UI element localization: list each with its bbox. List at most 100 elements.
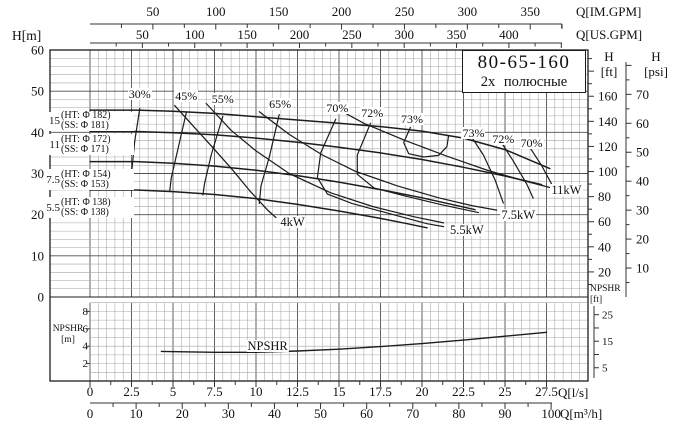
tick-label: 5 xyxy=(602,363,608,375)
axis-unit-q-m3h: Q[m³/h] xyxy=(560,406,603,421)
tick-label: 70 xyxy=(636,87,649,102)
tick-label: 0 xyxy=(38,290,45,305)
efficiency-label: 72% xyxy=(360,106,385,121)
npshr-curve xyxy=(160,331,548,353)
pump-model-box: 80-65-160 2х полюсные xyxy=(462,50,586,93)
efficiency-curve xyxy=(471,136,504,204)
efficiency-curve xyxy=(403,126,450,158)
tick-label: 250 xyxy=(395,4,415,19)
head-curve xyxy=(89,130,543,186)
efficiency-label: 30% xyxy=(127,86,152,101)
impeller-box-154: 7.5 (HT: Φ 154) (SS: Φ 153) xyxy=(44,169,134,190)
impeller-ss: (SS: Φ 171) xyxy=(61,143,109,155)
power-curve xyxy=(205,102,445,224)
tick-label: 20 xyxy=(416,384,429,399)
tick-label: 25 xyxy=(499,384,512,399)
tick-label: 60 xyxy=(598,214,611,229)
impeller-ht: (HT: Φ 138) xyxy=(61,196,111,208)
axis-unit-h-ft: H [ft] xyxy=(595,49,623,79)
tick-label: 350 xyxy=(447,27,467,42)
tick-label: 150 xyxy=(269,4,289,19)
tick-label: 40 xyxy=(268,406,281,421)
head-curve xyxy=(89,160,476,211)
efficiency-curve xyxy=(258,114,280,205)
npshr-ft-line2: [ft] xyxy=(590,294,603,305)
axis-unit-h-psi: H [psi] xyxy=(636,49,676,79)
tick-label: 22.5 xyxy=(452,384,475,399)
tick-label: 10 xyxy=(31,248,44,263)
power-label: 4kW xyxy=(279,215,306,230)
motor-power-label: 5.5 xyxy=(46,201,60,214)
h-ft-line1: H xyxy=(604,49,614,64)
tick-label: 100 xyxy=(541,406,561,421)
tick-label: 50 xyxy=(31,84,44,99)
npshr-m-line1: NPSHR xyxy=(52,324,84,334)
tick-label: 4 xyxy=(83,341,89,353)
tick-label: 50 xyxy=(636,145,649,160)
efficiency-curve xyxy=(316,118,445,228)
tick-label: 400 xyxy=(499,27,519,42)
motor-power-label: 11 xyxy=(49,138,60,151)
tick-label: 60 xyxy=(31,42,44,57)
efficiency-label: 65% xyxy=(268,96,293,111)
axis-unit-us-gpm: Q[US.GPM] xyxy=(576,27,643,42)
tick-label: 150 xyxy=(237,27,257,42)
h-psi-line1: H xyxy=(651,49,661,64)
power-label: 5.5kW xyxy=(448,222,485,237)
npshr-curve-label: NPSHR xyxy=(246,338,289,353)
impeller-ss: (SS: Φ 153) xyxy=(61,178,109,190)
power-label: 11kW xyxy=(550,182,583,197)
tick-label: 100 xyxy=(185,27,205,42)
tick-label: 2 xyxy=(83,358,89,370)
impeller-ht: (HT: Φ 172) xyxy=(61,133,111,145)
tick-label: 50 xyxy=(136,27,149,42)
tick-label: 10 xyxy=(130,406,143,421)
tick-label: 60 xyxy=(360,406,373,421)
impeller-ss: (SS: Φ 181) xyxy=(61,120,109,131)
tick-label: 15 xyxy=(602,336,614,348)
tick-label: 70 xyxy=(406,406,419,421)
tick-label: 160 xyxy=(598,89,618,104)
efficiency-curve xyxy=(356,122,479,214)
efficiency-curve xyxy=(169,112,187,192)
tick-label: 50 xyxy=(314,406,327,421)
tick-label: 40 xyxy=(636,174,649,189)
efficiency-label: 70% xyxy=(519,136,544,151)
tick-label: 30 xyxy=(222,406,235,421)
tick-label: 80 xyxy=(598,189,611,204)
tick-label: 20 xyxy=(176,406,189,421)
tick-label: 0 xyxy=(87,384,94,399)
tick-label: 30 xyxy=(31,166,44,181)
tick-label: 20 xyxy=(636,232,649,247)
efficiency-label: 73% xyxy=(400,111,425,126)
axis-unit-im-gpm: Q[IM.GPM] xyxy=(576,4,642,19)
tick-label: 6 xyxy=(83,323,89,335)
tick-label: 80 xyxy=(452,406,465,421)
axis-unit-npshr-ft: NPSHR [ft] xyxy=(590,284,626,305)
power-curve xyxy=(258,111,498,211)
efficiency-label: 73% xyxy=(461,125,486,140)
pump-poles: 2х полюсные xyxy=(480,74,568,90)
tick-label: 90 xyxy=(499,406,512,421)
impeller-box-138: 5.5 (HT: Φ 138) (SS: Φ 138) xyxy=(44,197,134,218)
head-curve xyxy=(89,189,428,229)
impeller-ht: (HT: Φ 154) xyxy=(61,168,111,180)
tick-label: 120 xyxy=(598,139,618,154)
tick-label: 350 xyxy=(520,4,540,19)
tick-label: 140 xyxy=(598,114,618,129)
efficiency-curve xyxy=(501,142,534,199)
tick-label: 200 xyxy=(332,4,352,19)
tick-label: 5 xyxy=(170,384,177,399)
impeller-ss: (SS: Φ 138) xyxy=(61,206,109,218)
head-curve xyxy=(89,109,551,170)
tick-label: 10 xyxy=(636,261,649,276)
tick-label: 30 xyxy=(636,203,649,218)
npshr-m-line2: [m] xyxy=(61,334,75,345)
impeller-ht: (HT: Φ 182) xyxy=(61,110,111,122)
efficiency-curve xyxy=(529,147,553,185)
tick-label: 60 xyxy=(636,116,649,131)
tick-label: 17.5 xyxy=(369,384,392,399)
axis-unit-q-lps: Q[l/s] xyxy=(558,385,589,400)
